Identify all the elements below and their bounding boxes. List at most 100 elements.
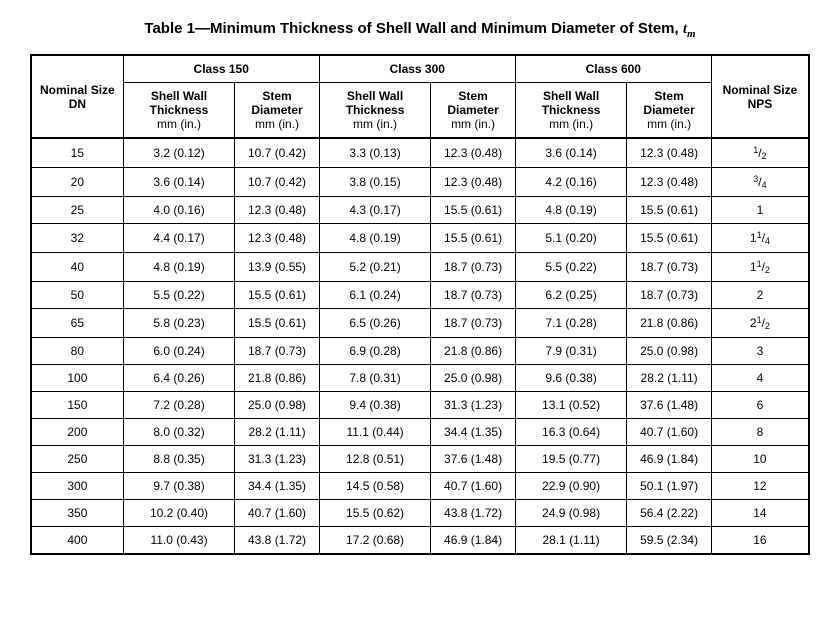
- table-cell: 31.3 (1.23): [431, 392, 515, 419]
- table-cell: 25.0 (0.98): [431, 365, 515, 392]
- table-cell: 7.9 (0.31): [515, 338, 627, 365]
- table-cell: 18.7 (0.73): [627, 282, 711, 309]
- table-cell: 25.0 (0.98): [235, 392, 319, 419]
- table-cell: 50.1 (1.97): [627, 473, 711, 500]
- table-cell: 350: [31, 500, 123, 527]
- table-cell: 4.3 (0.17): [319, 197, 431, 224]
- table-cell: 11.0 (0.43): [123, 527, 235, 555]
- table-cell: 400: [31, 527, 123, 555]
- table-cell: 40.7 (1.60): [235, 500, 319, 527]
- table-cell: 43.8 (1.72): [431, 500, 515, 527]
- title-prefix: Table 1—Minimum Thickness of Shell Wall …: [144, 20, 682, 37]
- table-cell: 50: [31, 282, 123, 309]
- table-cell: 15: [31, 138, 123, 168]
- table-cell: 40.7 (1.60): [627, 419, 711, 446]
- table-cell: 10.7 (0.42): [235, 168, 319, 197]
- table-cell: 9.6 (0.38): [515, 365, 627, 392]
- table-cell: 25: [31, 197, 123, 224]
- table-cell: 7.2 (0.28): [123, 392, 235, 419]
- table-cell: 12.8 (0.51): [319, 446, 431, 473]
- col-nominal-dn: Nominal Size DN: [31, 55, 123, 138]
- table-cell: 37.6 (1.48): [431, 446, 515, 473]
- table-cell: 3.6 (0.14): [515, 138, 627, 168]
- table-cell-nps: 1: [711, 197, 809, 224]
- table-cell: 6.5 (0.26): [319, 309, 431, 338]
- table-cell: 6.0 (0.24): [123, 338, 235, 365]
- table-cell: 8.0 (0.32): [123, 419, 235, 446]
- table-cell: 12.3 (0.48): [431, 138, 515, 168]
- table-cell: 4.8 (0.19): [515, 197, 627, 224]
- table-cell: 43.8 (1.72): [235, 527, 319, 555]
- table-cell: 32: [31, 224, 123, 253]
- table-cell: 17.2 (0.68): [319, 527, 431, 555]
- table-cell: 7.1 (0.28): [515, 309, 627, 338]
- table-cell: 18.7 (0.73): [431, 309, 515, 338]
- table-cell: 5.2 (0.21): [319, 253, 431, 282]
- table-cell: 40.7 (1.60): [431, 473, 515, 500]
- table-cell: 65: [31, 309, 123, 338]
- table-row: 505.5 (0.22)15.5 (0.61)6.1 (0.24)18.7 (0…: [31, 282, 809, 309]
- table-cell-nps: 11/4: [711, 224, 809, 253]
- table-cell: 5.5 (0.22): [123, 282, 235, 309]
- table-cell: 46.9 (1.84): [431, 527, 515, 555]
- table-cell: 22.9 (0.90): [515, 473, 627, 500]
- table-title: Table 1—Minimum Thickness of Shell Wall …: [30, 20, 810, 40]
- table-cell-nps: 4: [711, 365, 809, 392]
- table-cell: 31.3 (1.23): [235, 446, 319, 473]
- table-row: 2008.0 (0.32)28.2 (1.11)11.1 (0.44)34.4 …: [31, 419, 809, 446]
- table-head: Nominal Size DN Class 150 Class 300 Clas…: [31, 55, 809, 138]
- table-cell: 15.5 (0.61): [431, 197, 515, 224]
- table-cell: 5.5 (0.22): [515, 253, 627, 282]
- table-cell: 18.7 (0.73): [235, 338, 319, 365]
- table-cell: 4.2 (0.16): [515, 168, 627, 197]
- col-c150-shell: Shell Wall Thicknessmm (in.): [123, 83, 235, 139]
- table-cell: 15.5 (0.61): [235, 309, 319, 338]
- table-cell: 6.2 (0.25): [515, 282, 627, 309]
- table-cell-nps: 3/4: [711, 168, 809, 197]
- table-cell: 24.9 (0.98): [515, 500, 627, 527]
- table-row: 153.2 (0.12)10.7 (0.42)3.3 (0.13)12.3 (0…: [31, 138, 809, 168]
- col-c600-stem: Stem Diametermm (in.): [627, 83, 711, 139]
- table-cell: 34.4 (1.35): [235, 473, 319, 500]
- table-row: 35010.2 (0.40)40.7 (1.60)15.5 (0.62)43.8…: [31, 500, 809, 527]
- table-cell: 20: [31, 168, 123, 197]
- table-cell: 9.7 (0.38): [123, 473, 235, 500]
- table-cell: 250: [31, 446, 123, 473]
- table-row: 404.8 (0.19)13.9 (0.55)5.2 (0.21) 18.7 (0…: [31, 253, 809, 282]
- table-cell: 3.6 (0.14): [123, 168, 235, 197]
- table-cell: 12.3 (0.48): [235, 197, 319, 224]
- table-cell: 15.5 (0.61): [627, 224, 711, 253]
- table-cell: 3.3 (0.13): [319, 138, 431, 168]
- table-cell-nps: 12: [711, 473, 809, 500]
- title-subscript: m: [687, 28, 696, 40]
- table-cell: 3.8 (0.15): [319, 168, 431, 197]
- table-cell: 15.5 (0.61): [431, 224, 515, 253]
- table-cell: 16.3 (0.64): [515, 419, 627, 446]
- table-cell-nps: 3: [711, 338, 809, 365]
- table-cell: 40: [31, 253, 123, 282]
- col-c300-stem: Stem Diametermm (in.): [431, 83, 515, 139]
- table-cell: 3.2 (0.12): [123, 138, 235, 168]
- col-class-600: Class 600: [515, 55, 711, 83]
- table-cell: 12.3 (0.48): [431, 168, 515, 197]
- table-cell: 13.9 (0.55): [235, 253, 319, 282]
- table-cell: 9.4 (0.38): [319, 392, 431, 419]
- col-c600-shell: Shell Wall Thicknessmm (in.): [515, 83, 627, 139]
- col-class-300: Class 300: [319, 55, 515, 83]
- table-cell-nps: 8: [711, 419, 809, 446]
- table-cell: 37.6 (1.48): [627, 392, 711, 419]
- table-cell: 15.5 (0.61): [235, 282, 319, 309]
- table-cell: 21.8 (0.86): [431, 338, 515, 365]
- table-row: 1507.2 (0.28)25.0 (0.98)9.4 (0.38)31.3 (…: [31, 392, 809, 419]
- table-cell: 5.1 (0.20): [515, 224, 627, 253]
- table-cell: 28.2 (1.11): [235, 419, 319, 446]
- table-cell: 150: [31, 392, 123, 419]
- table-cell: 12.3 (0.48): [627, 168, 711, 197]
- col-c150-stem: Stem Diametermm (in.): [235, 83, 319, 139]
- table-cell: 80: [31, 338, 123, 365]
- table-cell-nps: 2: [711, 282, 809, 309]
- table-row: 40011.0 (0.43)43.8 (1.72)17.2 (0.68)46.9…: [31, 527, 809, 555]
- table-cell: 4.8 (0.19): [123, 253, 235, 282]
- table-cell: 28.1 (1.11): [515, 527, 627, 555]
- table-cell: 18.7 (0.73): [627, 253, 711, 282]
